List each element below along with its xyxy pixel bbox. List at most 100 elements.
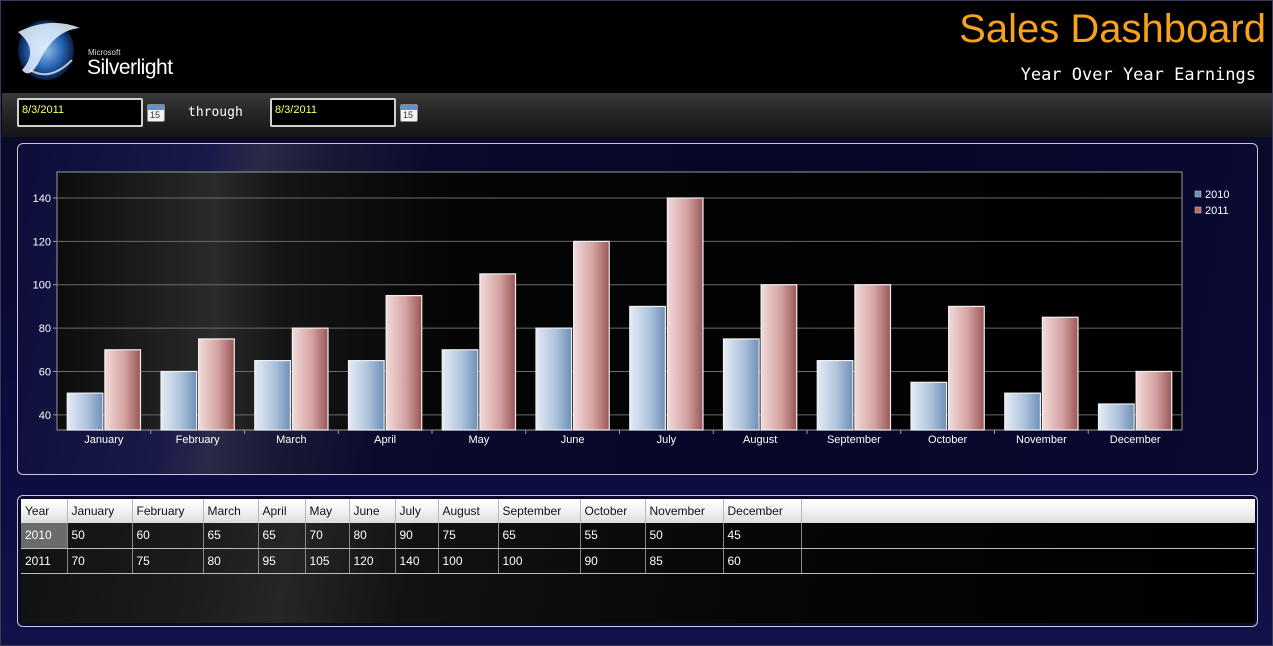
bar-2010-february xyxy=(160,370,198,431)
x-tick-label: April xyxy=(374,434,396,446)
table-cell[interactable]: 75 xyxy=(132,548,204,574)
page-title: Sales Dashboard xyxy=(959,7,1266,51)
x-tick-label: September xyxy=(827,434,881,446)
bar-2010-november xyxy=(1004,392,1041,431)
calendar-day-text: 15 xyxy=(150,110,161,120)
bar-2011-december xyxy=(1135,370,1173,431)
y-tick-label: 80 xyxy=(39,323,51,335)
table-cell[interactable]: 90 xyxy=(580,548,646,574)
x-tick-label: July xyxy=(657,434,677,446)
x-tick-label: August xyxy=(743,434,777,446)
bar-2010-january xyxy=(66,392,104,431)
y-tick-label: 120 xyxy=(33,236,51,248)
table-cell[interactable]: 80 xyxy=(203,548,259,574)
start-date-input[interactable]: 8/3/2011 xyxy=(17,98,143,127)
data-table: Year January February March April May Ju… xyxy=(21,499,1255,574)
start-date-calendar-button[interactable]: 15 xyxy=(147,104,165,122)
column-header-march[interactable]: March xyxy=(203,499,259,523)
page-subtitle: Year Over Year Earnings xyxy=(1020,65,1256,85)
bar-2010-may xyxy=(441,349,479,431)
table-cell[interactable]: 75 xyxy=(438,523,499,549)
y-tick-label: 60 xyxy=(39,366,51,378)
bar-2011-march xyxy=(291,327,329,431)
column-header-november[interactable]: November xyxy=(645,499,724,523)
legend-swatch-2010 xyxy=(1194,190,1202,198)
data-grid: Year January February March April May Ju… xyxy=(21,499,1255,623)
table-cell[interactable]: 80 xyxy=(349,523,396,549)
x-tick-label: October xyxy=(928,434,967,446)
bar-2011-september xyxy=(854,284,892,431)
bar-2010-april xyxy=(347,360,385,431)
bar-2010-august xyxy=(722,338,760,431)
column-header-august[interactable]: August xyxy=(438,499,499,523)
column-header-september[interactable]: September xyxy=(498,499,581,523)
legend-label-2010: 2010 xyxy=(1205,189,1229,201)
data-grid-panel: Year January February March April May Ju… xyxy=(17,495,1258,627)
table-cell[interactable]: 70 xyxy=(305,523,350,549)
table-cell[interactable]: 65 xyxy=(203,523,259,549)
table-cell[interactable]: 65 xyxy=(498,523,581,549)
through-label: through xyxy=(188,105,243,120)
table-cell[interactable]: 90 xyxy=(395,523,439,549)
table-cell[interactable]: 120 xyxy=(349,548,396,574)
column-header-october[interactable]: October xyxy=(580,499,646,523)
calendar-icon xyxy=(401,105,417,110)
legend-swatch-2011 xyxy=(1194,206,1202,214)
logo-silverlight-text: Silverlight xyxy=(87,56,173,79)
x-tick-label: June xyxy=(561,434,585,446)
bar-2010-september xyxy=(816,360,854,431)
table-cell-year[interactable]: 2010 xyxy=(21,523,68,549)
table-cell[interactable]: 70 xyxy=(67,548,133,574)
table-cell[interactable]: 50 xyxy=(645,523,724,549)
table-cell[interactable]: 95 xyxy=(258,548,306,574)
table-row[interactable]: 2010 50 60 65 65 70 80 90 75 65 55 50 45 xyxy=(21,523,1255,549)
table-cell-year[interactable]: 2011 xyxy=(21,548,68,574)
table-cell[interactable]: 100 xyxy=(438,548,499,574)
bar-2011-june xyxy=(573,240,610,431)
table-cell[interactable]: 60 xyxy=(132,523,204,549)
x-tick-label: February xyxy=(176,434,221,446)
column-header-december[interactable]: December xyxy=(723,499,802,523)
plot-area xyxy=(56,171,1183,431)
table-cell[interactable]: 65 xyxy=(258,523,306,549)
table-cell[interactable]: 100 xyxy=(498,548,581,574)
table-cell[interactable]: 105 xyxy=(305,548,350,574)
silverlight-logo: Microsoft Silverlight xyxy=(10,10,174,87)
bar-2011-august xyxy=(760,284,798,431)
y-tick-label: 100 xyxy=(33,280,51,292)
end-date-calendar-button[interactable]: 15 xyxy=(400,104,418,122)
column-header-april[interactable]: April xyxy=(258,499,306,523)
column-header-year[interactable]: Year xyxy=(21,499,68,523)
column-header-may[interactable]: May xyxy=(305,499,350,523)
x-tick-label: January xyxy=(84,434,124,446)
calendar-icon xyxy=(148,105,164,110)
table-cell[interactable]: 55 xyxy=(580,523,646,549)
bar-2011-may xyxy=(479,273,517,431)
table-cell[interactable]: 85 xyxy=(645,548,724,574)
table-cell[interactable]: 60 xyxy=(723,548,802,574)
bar-2011-january xyxy=(104,349,142,431)
bar-2010-october xyxy=(910,381,948,431)
y-tick-label: 140 xyxy=(33,193,51,205)
chart-panel: 40 60 80 100 120 140 January February March April… xyxy=(17,143,1258,475)
x-tick-label: November xyxy=(1016,434,1067,446)
table-row[interactable]: 2011 70 75 80 95 105 120 140 100 100 90 … xyxy=(21,548,1255,574)
bar-2010-march xyxy=(254,360,291,431)
table-cell-filler xyxy=(801,523,1255,549)
table-cell[interactable]: 45 xyxy=(723,523,802,549)
column-header-filler xyxy=(801,499,1255,523)
column-header-january[interactable]: January xyxy=(67,499,133,523)
table-cell[interactable]: 140 xyxy=(395,548,439,574)
table-cell[interactable]: 50 xyxy=(67,523,133,549)
column-header-february[interactable]: February xyxy=(132,499,204,523)
legend-label-2011: 2011 xyxy=(1205,205,1229,217)
column-header-june[interactable]: June xyxy=(349,499,396,523)
end-date-input[interactable]: 8/3/2011 xyxy=(270,98,396,127)
column-header-july[interactable]: July xyxy=(395,499,439,523)
bar-2011-november xyxy=(1041,316,1079,431)
logo-microsoft-text: Microsoft xyxy=(88,48,121,57)
x-tick-label: March xyxy=(276,434,307,446)
bar-2011-october xyxy=(948,305,985,431)
bar-2011-april xyxy=(385,294,423,431)
